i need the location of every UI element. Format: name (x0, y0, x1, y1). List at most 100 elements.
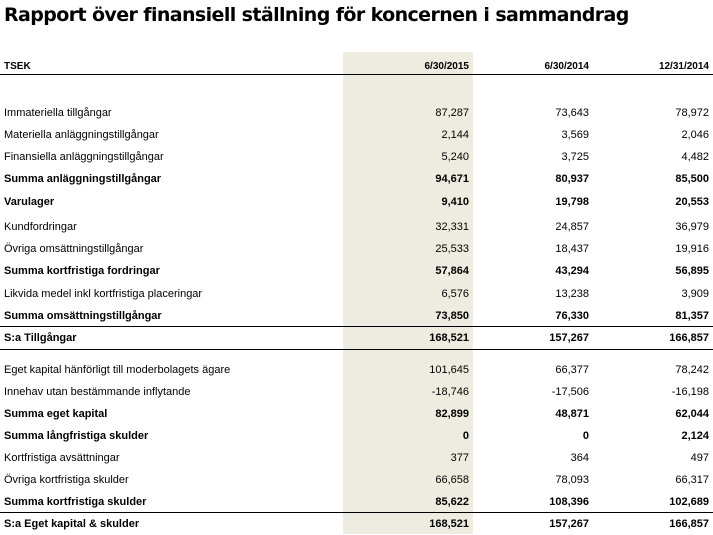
row-value: 101,645 (429, 364, 469, 376)
highlighted-column-background (343, 52, 473, 534)
row-value: 66,317 (675, 474, 709, 486)
row-label: Summa omsättningstillgångar (4, 310, 162, 322)
row-label: Finansiella anläggningstillgångar (4, 151, 164, 163)
table-row: Varulager 9,410 19,798 20,553 (0, 191, 713, 213)
row-value: 32,331 (435, 221, 469, 233)
row-value: 24,857 (555, 221, 589, 233)
header-underline (0, 74, 713, 75)
table-row: Summa eget kapital 82,899 48,871 62,044 (0, 403, 713, 425)
row-value: 166,857 (669, 518, 709, 530)
row-value: 80,937 (555, 173, 589, 185)
row-value: 3,909 (681, 288, 709, 300)
row-value: -17,506 (551, 386, 589, 398)
row-value: 166,857 (669, 332, 709, 344)
row-value: 9,410 (441, 196, 469, 208)
row-value: 43,294 (555, 265, 589, 277)
row-value: 57,864 (435, 265, 469, 277)
row-label: Övriga kortfristiga skulder (4, 474, 129, 486)
row-value: 81,357 (675, 310, 709, 322)
row-value: 2,124 (681, 430, 709, 442)
header-column-2014-06-30: 6/30/2014 (544, 61, 590, 72)
row-value: 78,093 (555, 474, 589, 486)
table-row: Övriga kortfristiga skulder 66,658 78,093 6… (0, 469, 713, 491)
table-row: S:a Eget kapital & skulder 168,521 157,267… (0, 513, 713, 535)
row-value: 56,895 (675, 265, 709, 277)
row-value: 108,396 (549, 496, 589, 508)
row-label: Kundfordringar (4, 221, 77, 233)
table-row: Summa långfristiga skulder 0 0 2,124 (0, 425, 713, 447)
row-value: 168,521 (429, 518, 469, 530)
row-value: 20,553 (675, 196, 709, 208)
section-divider-assets (0, 326, 713, 327)
row-label: Summa långfristiga skulder (4, 430, 149, 442)
row-value: 62,044 (675, 408, 709, 420)
row-value: 3,725 (561, 151, 589, 163)
row-label: Materiella anläggningstillgångar (4, 129, 159, 141)
row-label: Likvida medel inkl kortfristiga placerin… (4, 288, 203, 300)
row-value: 73,643 (555, 107, 589, 119)
row-value: 157,267 (549, 332, 589, 344)
row-value: 78,242 (675, 364, 709, 376)
row-value: 2,144 (441, 129, 469, 141)
row-label: Summa kortfristiga skulder (4, 496, 147, 508)
row-value: 0 (462, 430, 469, 442)
row-label: S:a Eget kapital & skulder (4, 518, 140, 530)
row-value: 168,521 (429, 332, 469, 344)
row-value: 66,377 (555, 364, 589, 376)
table-row: Övriga omsättningstillgångar 25,533 18,437… (0, 238, 713, 260)
row-label: Summa eget kapital (4, 408, 108, 420)
row-label: Kortfristiga avsättningar (4, 452, 120, 464)
row-value: 73,850 (435, 310, 469, 322)
report-title: Rapport över finansiell ställning för ko… (4, 4, 629, 26)
header-column-2015-06-30: 6/30/2015 (424, 61, 470, 72)
row-label: Immateriella tillgångar (4, 107, 112, 119)
row-value: 157,267 (549, 518, 589, 530)
table-row: Kundfordringar 32,331 24,857 36,979 (0, 216, 713, 238)
row-value: 36,979 (675, 221, 709, 233)
table-row: Likvida medel inkl kortfristiga placerin… (0, 283, 713, 305)
row-value: 94,671 (435, 173, 469, 185)
table-row: S:a Tillgångar 168,521 157,267 166,857 (0, 327, 713, 349)
total-assets-underline (0, 349, 713, 350)
row-value: 6,576 (441, 288, 469, 300)
row-value: 76,330 (555, 310, 589, 322)
row-value: 25,533 (435, 243, 469, 255)
row-label: Summa anläggningstillgångar (4, 173, 162, 185)
row-value: 377 (450, 452, 469, 464)
row-value: 497 (690, 452, 709, 464)
table-row: Eget kapital hänförligt till moderbolage… (0, 359, 713, 381)
row-value: 85,500 (675, 173, 709, 185)
row-value: 5,240 (441, 151, 469, 163)
row-value: 3,569 (561, 129, 589, 141)
row-value: 364 (570, 452, 589, 464)
row-value: 78,972 (675, 107, 709, 119)
row-value: 85,622 (435, 496, 469, 508)
row-label: Innehav utan bestämmande inflytande (4, 386, 191, 398)
row-label: Summa kortfristiga fordringar (4, 265, 160, 277)
row-value: 87,287 (435, 107, 469, 119)
table-row: Summa kortfristiga skulder 85,622 108,396 1… (0, 491, 713, 513)
table-row: Summa anläggningstillgångar 94,671 80,937 8… (0, 168, 713, 190)
row-value: 48,871 (555, 408, 589, 420)
row-value: 66,658 (435, 474, 469, 486)
table-row: Innehav utan bestämmande inflytande -18,7… (0, 381, 713, 403)
row-value: 102,689 (669, 496, 709, 508)
row-value: -16,198 (671, 386, 709, 398)
row-label: Eget kapital hänförligt till moderbolage… (4, 364, 231, 376)
row-value: 13,238 (555, 288, 589, 300)
table-row: Summa kortfristiga fordringar 57,864 43,29… (0, 260, 713, 282)
row-label: S:a Tillgångar (4, 332, 77, 344)
row-value: 18,437 (555, 243, 589, 255)
table-row: Materiella anläggningstillgångar 2,144 3,5… (0, 124, 713, 146)
row-value: -18,746 (431, 386, 469, 398)
row-value: 4,482 (681, 151, 709, 163)
row-label: Övriga omsättningstillgångar (4, 243, 144, 255)
table-row: Kortfristiga avsättningar 377 364 497 (0, 447, 713, 469)
row-label: Varulager (4, 196, 55, 208)
section-divider-liabilities (0, 512, 713, 513)
row-value: 0 (582, 430, 589, 442)
row-value: 19,916 (675, 243, 709, 255)
header-column-2014-12-31: 12/31/2014 (658, 61, 709, 72)
row-value: 19,798 (555, 196, 589, 208)
row-value: 82,899 (435, 408, 469, 420)
